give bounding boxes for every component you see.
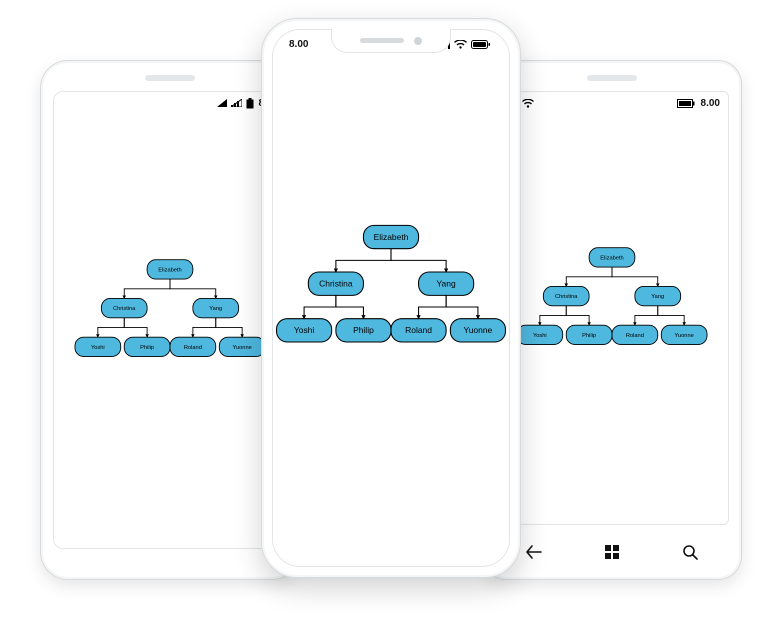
battery-icon xyxy=(471,40,491,49)
tree-node-label: Yuonne xyxy=(232,345,251,351)
speaker-grille xyxy=(145,75,195,81)
tree-node-label: Christina xyxy=(319,278,353,288)
tree-node: Elizabeth xyxy=(589,248,635,267)
tree-node-label: Philip xyxy=(353,325,374,335)
back-icon[interactable] xyxy=(525,543,543,561)
tree-node: Elizabeth xyxy=(147,260,193,279)
notch xyxy=(331,29,451,53)
mockup-stage: 8.00 Elizabeth Christina Yang Yoshi Philip Ro… xyxy=(0,0,782,637)
tree-node-label: Yoshi xyxy=(91,345,105,351)
tree-node-label: Elizabeth xyxy=(374,232,409,242)
tree-node-label: Elizabeth xyxy=(158,267,181,273)
screen-windows: 8.00 Elizabeth Christina Yang Yoshi Philip Ro… xyxy=(495,91,729,525)
tree-node: Elizabeth xyxy=(363,225,418,248)
tree-node: Yang xyxy=(635,286,681,305)
tree-node: Christina xyxy=(543,286,589,305)
tree-node-label: Christina xyxy=(113,306,136,312)
statusbar-windows: 8.00 xyxy=(496,92,728,114)
tree-node: Philip xyxy=(336,319,391,342)
tree-node: Yuonne xyxy=(219,337,265,356)
tree-node-label: Yuonne xyxy=(674,333,693,339)
tree-node-label: Yang xyxy=(209,306,222,312)
tree-node-label: Roland xyxy=(184,345,202,351)
tree-node-label: Yang xyxy=(651,294,664,300)
search-icon[interactable] xyxy=(681,543,699,561)
tree-node-label: Yuonne xyxy=(464,325,493,335)
battery-icon xyxy=(246,98,254,109)
org-chart: Elizabeth Christina Yang Yoshi Philip Roland Y… xyxy=(64,257,275,371)
statusbar-time: 8.00 xyxy=(701,98,720,109)
tree-node: Roland xyxy=(170,337,216,356)
phone-windows: 8.00 Elizabeth Christina Yang Yoshi Philip Ro… xyxy=(482,60,742,580)
phone-ios: 8.00 Elizabeth Christina Yang Yoshi Philip Ro… xyxy=(261,18,521,578)
wifi-icon xyxy=(522,99,534,108)
tree-node-label: Philip xyxy=(140,345,154,351)
softkeys-bar xyxy=(495,537,729,567)
tree-node: Philip xyxy=(124,337,170,356)
tree-node: Christina xyxy=(101,298,147,317)
speaker-grille xyxy=(587,75,637,81)
statusbar-time: 8.00 xyxy=(289,39,308,50)
tree-node: Yang xyxy=(193,298,239,317)
tree-node: Yoshi xyxy=(517,325,563,344)
windows-icon[interactable] xyxy=(603,543,621,561)
screen-ios: 8.00 Elizabeth Christina Yang Yoshi Philip Ro… xyxy=(272,29,510,567)
tree-node-label: Roland xyxy=(626,333,644,339)
tree-node-label: Christina xyxy=(555,294,578,300)
tree-node: Philip xyxy=(566,325,612,344)
tree-node-label: Yoshi xyxy=(533,333,547,339)
tree-node: Yuonne xyxy=(661,325,707,344)
tree-node-label: Roland xyxy=(405,325,432,335)
signal-bars-icon xyxy=(231,99,242,107)
tree-node-label: Philip xyxy=(582,333,596,339)
tree-node-label: Yang xyxy=(437,278,456,288)
statusbar-android: 8.00 xyxy=(54,92,286,114)
tree-node: Roland xyxy=(612,325,658,344)
battery-icon xyxy=(677,99,695,108)
screen-android: 8.00 Elizabeth Christina Yang Yoshi Philip Ro… xyxy=(53,91,287,549)
tree-node: Yuonne xyxy=(450,319,505,342)
tree-node: Yoshi xyxy=(277,319,332,342)
wifi-icon xyxy=(454,40,467,49)
org-chart: Elizabeth Christina Yang Yoshi Philip Roland Y… xyxy=(506,245,717,359)
tree-node: Yang xyxy=(419,272,474,295)
tree-node-label: Yoshi xyxy=(294,325,315,335)
tree-node-label: Elizabeth xyxy=(600,255,623,261)
tree-node: Roland xyxy=(391,319,446,342)
tree-node: Christina xyxy=(308,272,363,295)
org-chart: Elizabeth Christina Yang Yoshi Philip Roland Y… xyxy=(272,222,510,360)
tree-node: Yoshi xyxy=(75,337,121,356)
signal-fill-icon xyxy=(217,99,227,107)
